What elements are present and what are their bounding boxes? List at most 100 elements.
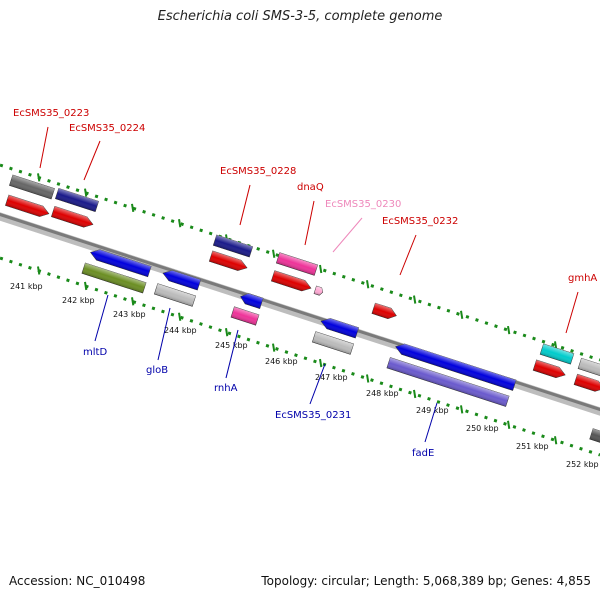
gene-arrow-shade [230,306,260,326]
gene-feature-f17[interactable] [311,331,355,355]
gene-label-EcSMS35_0231[interactable]: EcSMS35_0231 [275,410,351,421]
gene-feature-f10[interactable] [208,250,249,273]
feature-layer [5,174,600,444]
leader-line-rnhA [225,329,239,379]
leader-line-mltD [94,294,109,342]
gene-arrow-shade [540,343,574,365]
gene-label-EcSMS35_0224[interactable]: EcSMS35_0224 [69,123,145,134]
major-tick [507,325,511,335]
gene-feature-f12[interactable] [230,306,260,326]
leader-line-EcSMS35_0228 [239,184,251,226]
gene-arrow-shade [51,206,93,228]
gene-feature-f19[interactable] [394,341,517,391]
gene-feature-f3[interactable] [55,187,99,213]
gene-label-mltD[interactable]: mltD [83,347,107,358]
gene-feature-f5[interactable] [89,247,152,278]
gene-arrow-shade [81,262,147,294]
leader-layer [39,126,579,443]
leader-line-EcSMS35_0230 [332,217,363,253]
major-tick [366,280,370,289]
topology-text: Topology: circular; Length: 5,068,389 bp… [261,574,591,588]
gene-label-EcSMS35_0228[interactable]: EcSMS35_0228 [220,166,296,177]
gene-feature-f11[interactable] [239,291,264,309]
gene-arrow-shade [578,358,600,378]
major-tick [413,295,417,304]
gene-feature-f22[interactable] [532,359,567,380]
kbp-tick-label: 244 kbp [164,326,197,335]
gene-arrow-shade [271,270,312,291]
leader-line-EcSMS35_0231 [309,363,326,405]
gene-arrow-shade [90,249,152,277]
gene-feature-f21[interactable] [539,343,575,365]
major-tick [84,281,88,291]
major-tick [460,310,464,319]
major-tick [37,173,41,182]
gene-feature-f24[interactable] [573,373,600,394]
major-tick [178,219,182,228]
gene-arrow-shade [9,174,55,200]
tick-layer: 241 kbp 242 kbp 243 kbp 244 kbp 245 kbp 246 k… [0,163,600,469]
gene-feature-f2[interactable] [5,194,50,219]
major-tick [460,405,464,414]
gene-feature-f9[interactable] [212,234,254,258]
major-tick [507,420,511,429]
gene-arrow-shade [574,374,600,392]
label-layer: EcSMS35_0223 EcSMS35_0224 EcSMS35_0228dnaQ… [13,108,597,459]
gene-feature-f13[interactable] [275,252,319,276]
kbp-tick-label: 250 kbp [466,424,499,433]
gene-feature-f8[interactable] [153,283,197,307]
gene-arrow-shade [589,428,600,444]
kbp-tick-label: 242 kbp [62,296,95,305]
major-tick [37,266,41,275]
gene-label-dnaQ[interactable]: dnaQ [297,182,324,193]
kbp-tick-label: 243 kbp [113,310,146,319]
gene-arrow-shade [209,250,248,271]
gene-arrow-shade [276,252,318,276]
kbp-tick-label: 251 kbp [516,442,549,451]
gene-feature-f6[interactable] [81,262,147,294]
leader-line-EcSMS35_0223 [39,126,49,169]
gene-feature-f20[interactable] [386,357,510,407]
gene-label-EcSMS35_0230[interactable]: EcSMS35_0230 [325,199,401,210]
gene-feature-f14[interactable] [270,270,312,294]
gene-label-gloB[interactable]: gloB [146,365,168,376]
gene-arrow-shade [55,188,99,212]
gene-feature-f15[interactable] [313,285,324,296]
kbp-tick-label: 241 kbp [10,282,43,291]
gene-label-EcSMS35_0223[interactable]: EcSMS35_0223 [13,108,89,119]
gene-arrow-shade [533,359,566,378]
leader-line-EcSMS35_0232 [399,234,417,276]
leader-line-fadE [424,402,438,443]
leader-line-EcSMS35_0224 [83,140,101,181]
major-tick [178,312,182,321]
gene-label-fadE[interactable]: fadE [412,448,434,459]
leader-line-dnaQ [304,200,315,246]
gene-feature-f7[interactable] [161,268,202,291]
gene-arrow-shade [386,357,510,407]
kbp-tick-label: 248 kbp [366,389,399,398]
gene-arrow-shade [240,293,264,309]
gene-feature-f16[interactable] [319,316,360,339]
major-tick [131,203,135,213]
gene-label-EcSMS35_0232[interactable]: EcSMS35_0232 [382,216,458,227]
major-tick [413,389,417,399]
gene-arrow-shade [313,285,323,296]
major-tick [319,264,323,274]
gene-label-gmhA[interactable]: gmhA [568,273,597,284]
gene-feature-f1[interactable] [9,174,55,200]
kbp-tick-label: 245 kbp [215,341,248,350]
gene-feature-f23[interactable] [577,357,600,379]
major-tick [272,343,276,352]
major-tick [131,297,135,306]
kbp-tick-label: 246 kbp [265,357,298,366]
gene-arrow-shade [371,303,397,319]
leader-line-gloB [157,307,171,361]
gene-arrow-shade [312,331,354,355]
gene-feature-f18[interactable] [371,302,398,321]
gene-feature-f4[interactable] [51,205,94,229]
gene-label-rnhA[interactable]: rnhA [214,383,238,394]
kbp-tick-label: 252 kbp [566,460,599,469]
gene-arrow-shade [395,343,517,391]
gene-feature-f25[interactable] [589,428,600,444]
